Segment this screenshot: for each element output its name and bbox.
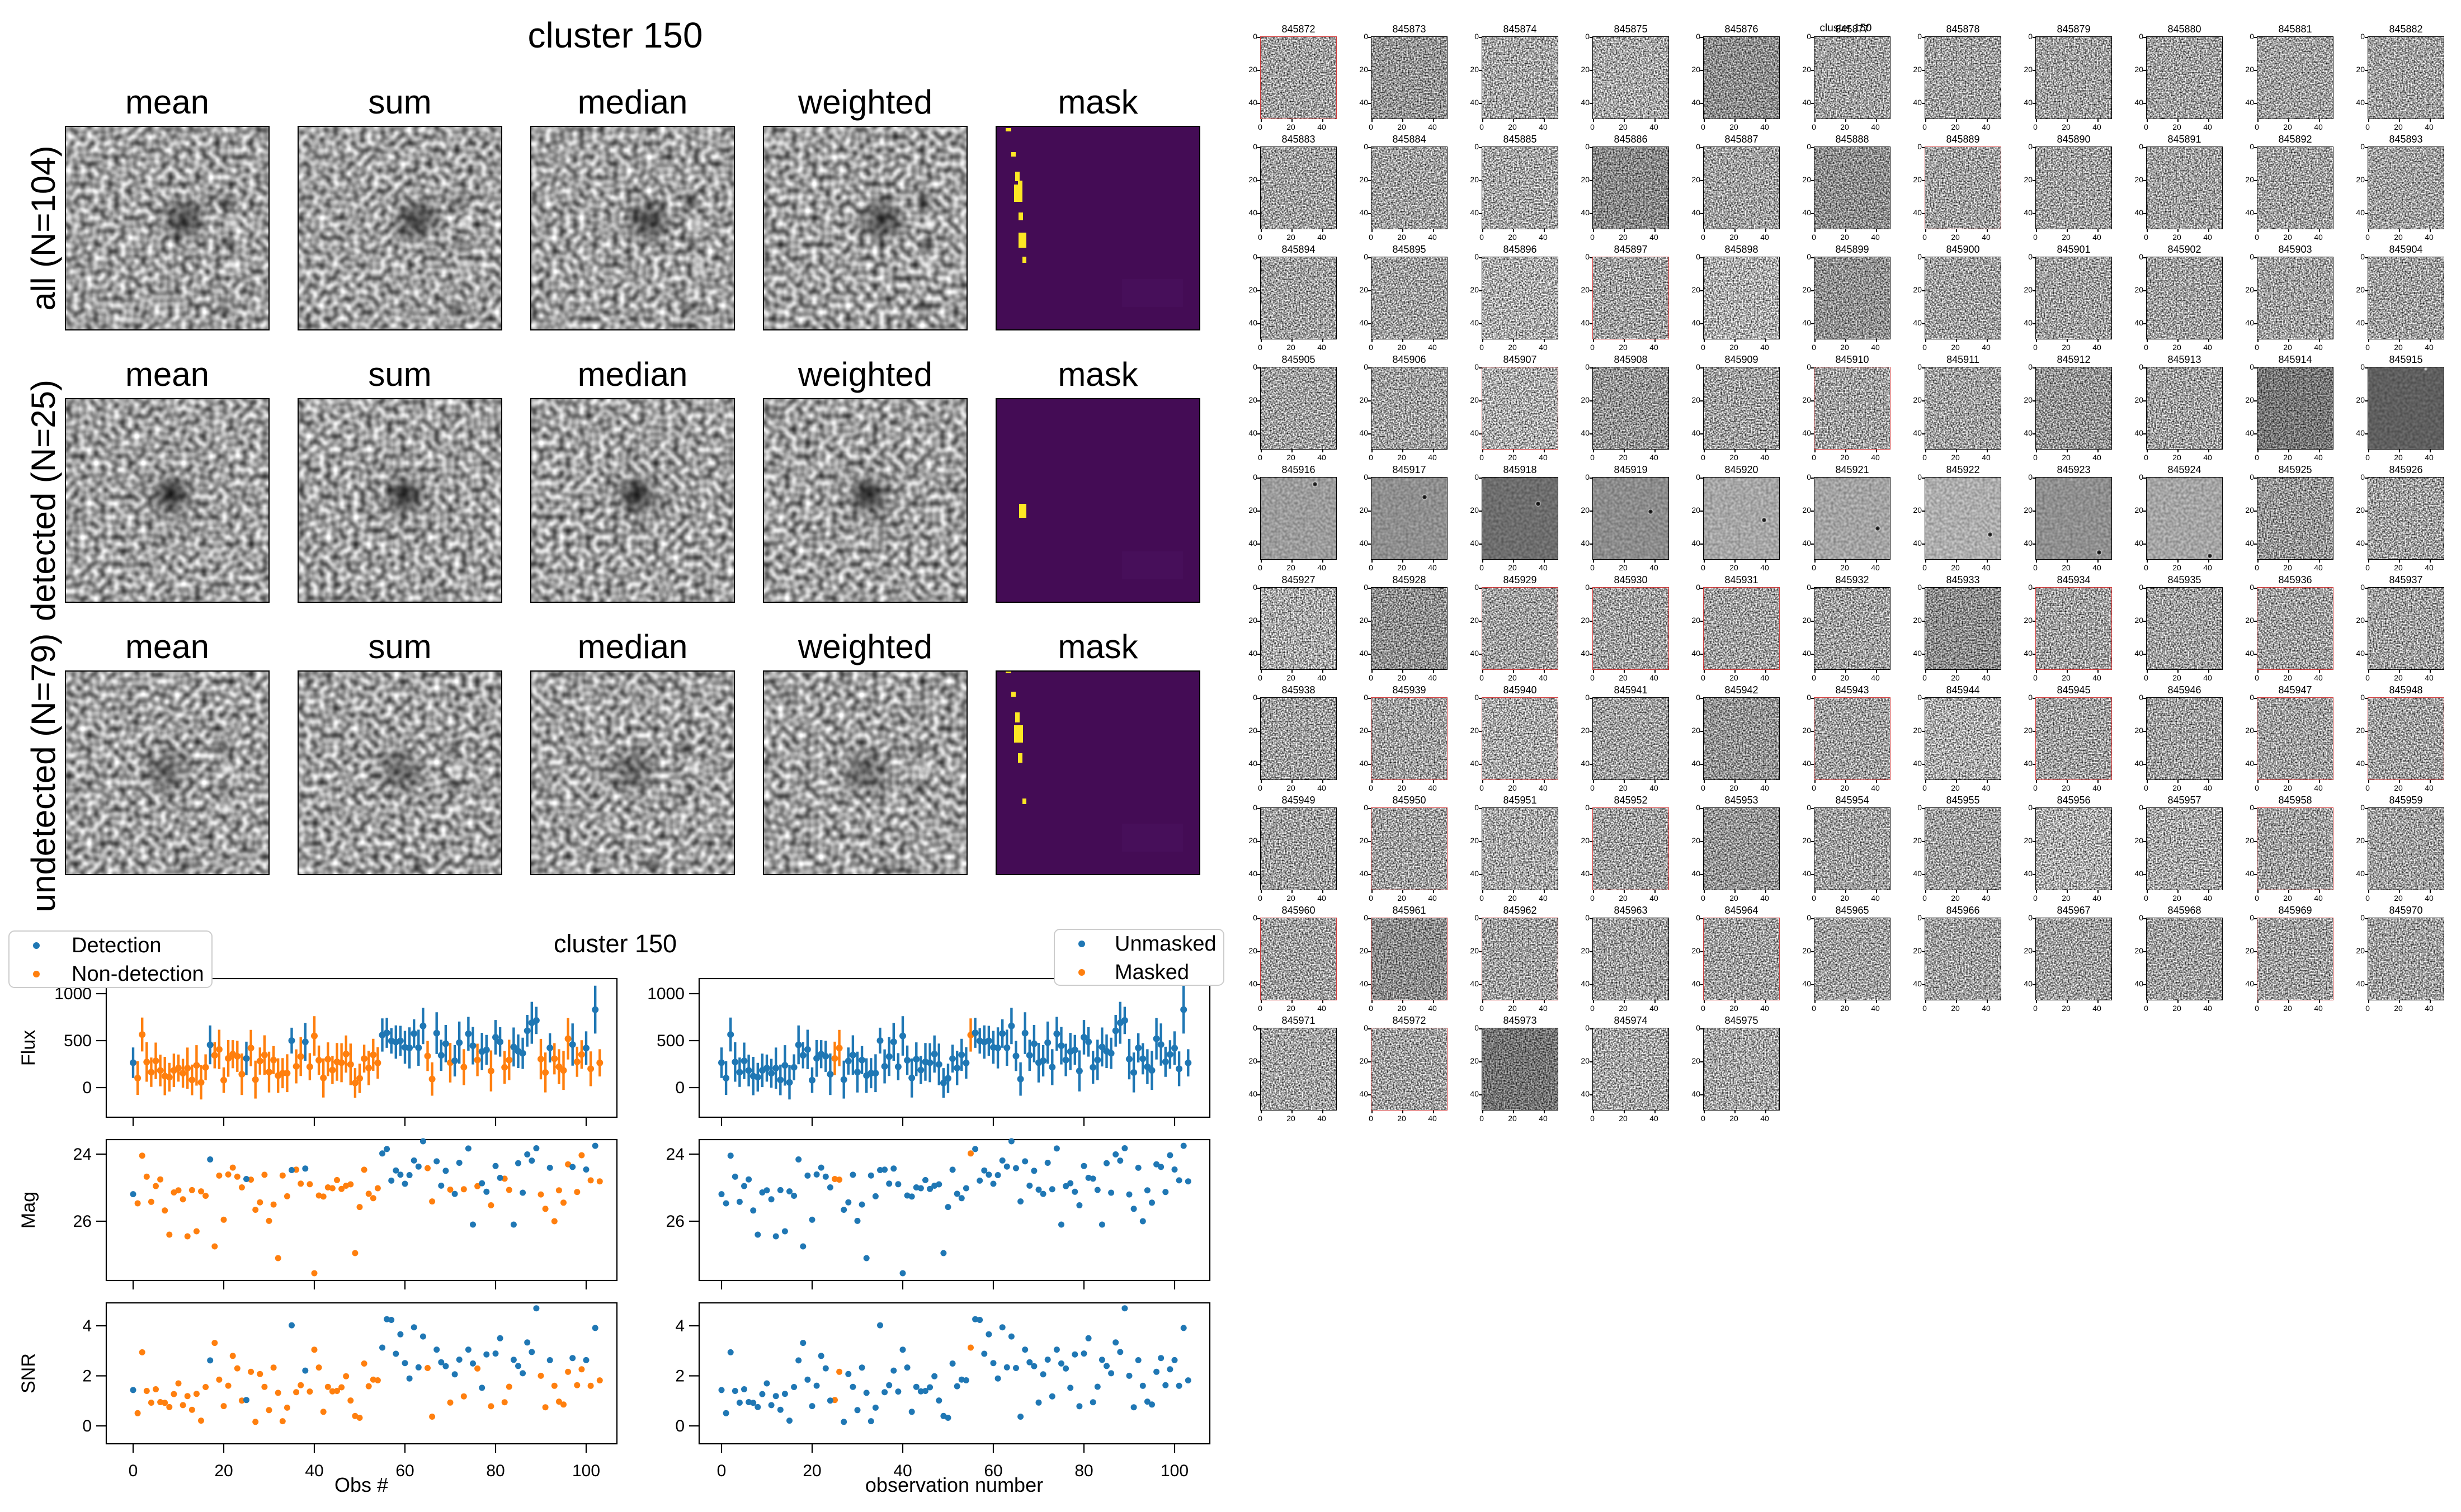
svg-text:cluster 150: cluster 150	[554, 929, 677, 958]
svg-text:80: 80	[1074, 1462, 1093, 1480]
svg-text:80: 80	[486, 1462, 505, 1480]
svg-text:observation number: observation number	[865, 1473, 1043, 1496]
svg-text:0: 0	[675, 1079, 685, 1097]
svg-text:40: 40	[305, 1462, 323, 1480]
svg-text:60: 60	[395, 1462, 414, 1480]
svg-text:Detection: Detection	[72, 934, 162, 957]
svg-text:0: 0	[717, 1462, 727, 1480]
svg-text:60: 60	[984, 1462, 1002, 1480]
svg-text:26: 26	[73, 1212, 92, 1231]
svg-text:20: 20	[803, 1462, 821, 1480]
svg-text:1000: 1000	[647, 985, 685, 1003]
svg-text:100: 100	[1161, 1462, 1189, 1480]
svg-text:2: 2	[675, 1367, 685, 1386]
svg-text:24: 24	[666, 1145, 685, 1164]
svg-text:500: 500	[64, 1032, 92, 1050]
svg-text:100: 100	[572, 1462, 600, 1480]
svg-text:24: 24	[73, 1145, 92, 1164]
svg-text:20: 20	[214, 1462, 233, 1480]
svg-text:0: 0	[82, 1417, 92, 1435]
svg-text:Non-detection: Non-detection	[72, 962, 204, 986]
svg-text:4: 4	[82, 1317, 92, 1335]
svg-text:40: 40	[893, 1462, 912, 1480]
svg-text:Unmasked: Unmasked	[1115, 932, 1217, 956]
svg-text:2: 2	[82, 1367, 92, 1386]
svg-text:SNR: SNR	[18, 1353, 39, 1393]
svg-text:Mag: Mag	[18, 1192, 39, 1228]
svg-text:Masked: Masked	[1115, 961, 1189, 984]
svg-text:4: 4	[675, 1317, 685, 1335]
svg-text:500: 500	[657, 1032, 685, 1050]
svg-text:0: 0	[82, 1079, 92, 1097]
svg-text:Obs #: Obs #	[334, 1473, 388, 1496]
svg-text:Flux: Flux	[18, 1030, 39, 1066]
svg-text:0: 0	[675, 1417, 685, 1435]
svg-text:26: 26	[666, 1212, 685, 1231]
svg-text:0: 0	[129, 1462, 138, 1480]
